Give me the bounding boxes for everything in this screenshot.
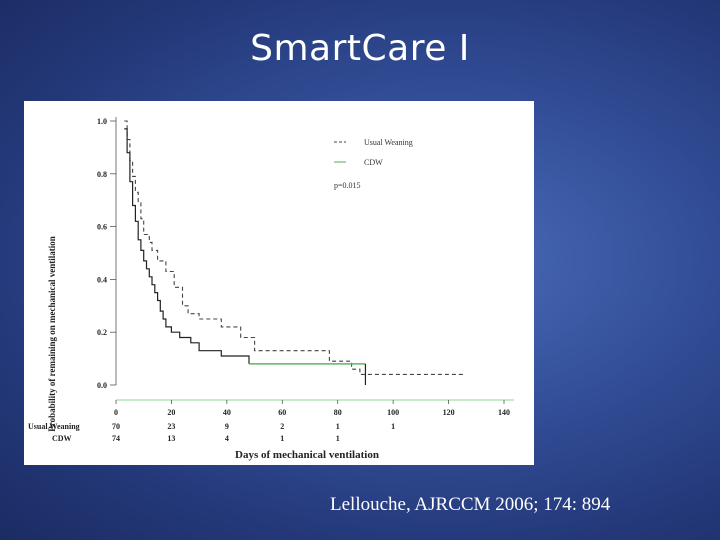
at-risk-count: 74	[112, 434, 120, 443]
y-tick-label: 0.0	[97, 381, 107, 390]
citation: Lellouche, AJRCCM 2006; 174: 894	[330, 494, 611, 515]
at-risk-count: 13	[167, 434, 175, 443]
legend-label: Usual Weaning	[364, 138, 413, 147]
x-tick-label: 80	[334, 408, 342, 417]
x-tick-label: 100	[387, 408, 399, 417]
y-tick-label: 1.0	[97, 117, 107, 126]
p-value-annotation: p=0.015	[334, 181, 361, 190]
at-risk-row-label: Usual Weaning	[28, 422, 80, 431]
x-tick-label: 20	[167, 408, 175, 417]
at-risk-table: Usual Weaning 70 23 9 2 1 1 CDW 74 13 4 1 1	[28, 422, 395, 443]
chart-axes: 0.0 0.2 0.4 0.6 0.8 1.0 0 20 40 60 80 100 120 140	[97, 117, 514, 417]
x-tick-label: 140	[498, 408, 510, 417]
at-risk-count: 1	[280, 434, 284, 443]
at-risk-row-label: CDW	[52, 434, 72, 443]
at-risk-count: 70	[112, 422, 120, 431]
at-risk-count: 9	[225, 422, 229, 431]
km-chart: 0.0 0.2 0.4 0.6 0.8 1.0 0 20 40 60 80 100 120 140 Usu…	[28, 117, 514, 461]
km-figure: 0.0 0.2 0.4 0.6 0.8 1.0 0 20 40 60 80 100 120 140 Usu…	[24, 101, 534, 465]
at-risk-count: 4	[225, 434, 229, 443]
series-layer	[124, 120, 466, 385]
series-usual-weaning	[124, 120, 466, 375]
y-tick-label: 0.8	[97, 170, 107, 179]
y-tick-label: 0.6	[97, 223, 107, 232]
at-risk-count: 2	[280, 422, 284, 431]
x-tick-label: 0	[114, 408, 118, 417]
y-tick-label: 0.4	[97, 275, 107, 284]
series-cdw	[124, 128, 367, 385]
series-line	[124, 128, 250, 364]
x-axis-label: Days of mechanical ventilation	[235, 449, 379, 461]
at-risk-count: 1	[391, 422, 395, 431]
at-risk-count: 23	[167, 422, 175, 431]
chart-legend: Usual Weaning CDW p=0.015	[334, 138, 413, 190]
x-tick-label: 40	[223, 408, 231, 417]
at-risk-count: 1	[336, 422, 340, 431]
at-risk-count: 1	[336, 434, 340, 443]
y-axis-label: Probability of remaining on mechanical v…	[47, 236, 57, 431]
x-tick-label: 60	[278, 408, 286, 417]
slide-title: SmartCare I	[250, 28, 470, 69]
series-line	[124, 120, 466, 375]
y-tick-label: 0.2	[97, 328, 107, 337]
legend-label: CDW	[364, 158, 383, 167]
x-tick-label: 120	[443, 408, 455, 417]
